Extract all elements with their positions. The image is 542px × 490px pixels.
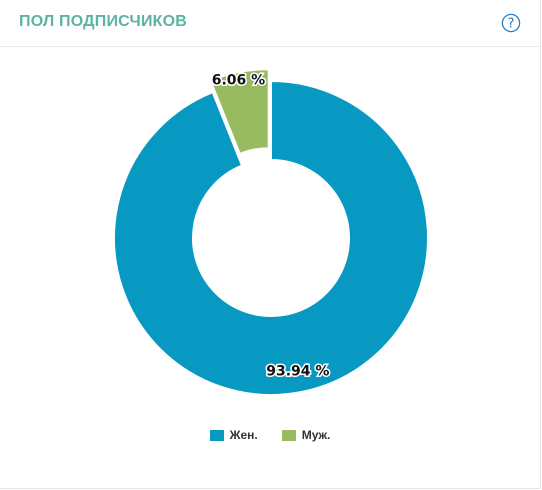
legend-swatch xyxy=(209,429,224,441)
legend-item-female[interactable]: Жен. xyxy=(209,428,258,442)
panel-title: ПОЛ ПОДПИСЧИКОВ xyxy=(19,13,188,30)
legend-swatch xyxy=(281,429,296,441)
panel-header: ПОЛ ПОДПИСЧИКОВ ? xyxy=(0,0,540,47)
slice-value-label-female: 93.94 % xyxy=(266,363,329,379)
donut-slice-male[interactable] xyxy=(209,68,270,156)
question-circle-icon[interactable]: ? xyxy=(501,13,521,33)
donut-chart-area: 93.94 % 6.06 % xyxy=(0,47,540,427)
chart-legend: Жен. Муж. xyxy=(0,428,540,442)
legend-item-male[interactable]: Муж. xyxy=(281,428,331,442)
donut-slice-female[interactable] xyxy=(113,79,429,396)
donut-chart: 93.94 % 6.06 % xyxy=(113,68,429,396)
legend-label: Жен. xyxy=(229,428,258,442)
svg-text:?: ? xyxy=(508,17,515,32)
legend-label: Муж. xyxy=(301,428,331,442)
slice-value-label-male: 6.06 % xyxy=(212,72,265,88)
